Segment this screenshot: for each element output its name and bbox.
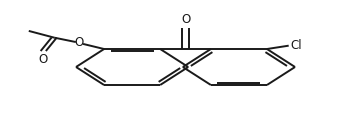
Text: O: O bbox=[75, 36, 84, 49]
Text: O: O bbox=[39, 53, 48, 66]
Text: Cl: Cl bbox=[290, 39, 302, 52]
Text: O: O bbox=[181, 13, 190, 26]
